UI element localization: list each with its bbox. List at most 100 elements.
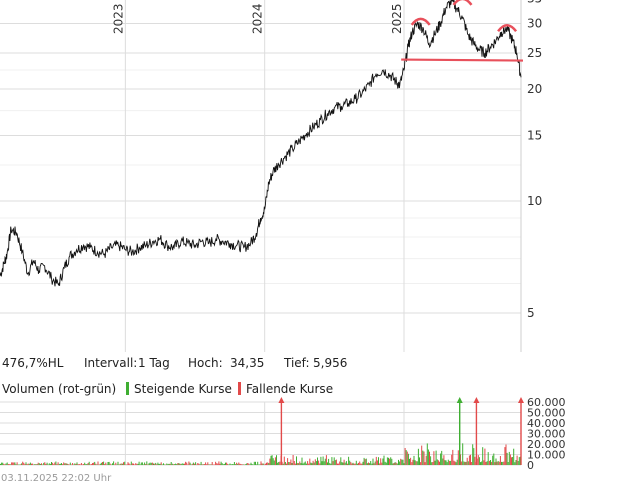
volume-bar xyxy=(411,462,413,465)
volume-bar xyxy=(495,458,497,465)
volume-bar xyxy=(370,461,372,465)
volume-bar xyxy=(396,463,398,465)
volume-bar xyxy=(317,457,318,465)
volume-bar xyxy=(211,462,213,465)
volume-bar xyxy=(79,464,81,465)
volume-bar xyxy=(46,462,48,465)
volume-bar xyxy=(321,461,323,465)
volume-bar xyxy=(288,462,290,465)
volume-bar xyxy=(74,463,76,465)
price-tick-label: 30 xyxy=(527,16,542,30)
volume-bar xyxy=(327,462,328,465)
footer-timestamp: 03.11.2025 22:02 Uhr xyxy=(1,473,112,483)
volume-bar xyxy=(126,464,128,465)
volume-bar xyxy=(96,464,98,465)
volume-bar xyxy=(515,460,517,465)
volume-bar xyxy=(188,461,190,465)
volume-bar xyxy=(294,463,296,465)
volume-bar xyxy=(245,464,246,465)
volume-bar xyxy=(382,458,384,465)
volume-bar xyxy=(99,463,101,465)
volume-bar xyxy=(505,444,507,465)
volume-bar xyxy=(401,459,403,465)
volume-bar xyxy=(414,460,416,465)
volume-bar xyxy=(320,456,322,465)
volume-bar xyxy=(200,461,202,465)
volume-bar xyxy=(319,463,321,465)
volume-bar xyxy=(202,464,204,465)
volume-bar xyxy=(513,448,515,465)
volume-bar xyxy=(358,462,359,465)
volume-bar xyxy=(395,462,397,465)
volume-bar xyxy=(359,461,361,465)
volume-bar xyxy=(389,458,391,465)
volume-bar xyxy=(480,462,481,465)
volume-bar xyxy=(322,456,324,465)
volume-bar xyxy=(297,463,299,465)
volume-bar xyxy=(78,464,80,465)
volume-bar xyxy=(0,463,1,465)
volume-bar xyxy=(354,463,356,465)
volume-bar xyxy=(287,458,289,465)
volume-bar xyxy=(65,463,67,465)
volume-bar xyxy=(518,457,520,465)
volume-bar xyxy=(511,457,512,465)
volume-bar xyxy=(107,462,109,465)
volume-bar xyxy=(383,455,385,465)
volume-bar xyxy=(356,463,358,465)
volume-bar xyxy=(85,464,87,465)
volume-bar xyxy=(486,461,488,465)
volume-bar xyxy=(127,462,129,465)
support-line xyxy=(401,58,524,62)
volume-bar xyxy=(305,463,307,465)
volume-bar xyxy=(213,464,215,465)
volume-bar xyxy=(420,462,422,465)
volume-bar xyxy=(272,458,274,465)
volume-bar xyxy=(488,460,490,465)
volume-bar xyxy=(194,463,195,465)
volume-bar xyxy=(425,455,427,465)
volume-bar xyxy=(233,462,235,465)
volume-bar xyxy=(83,464,85,465)
volume-bar xyxy=(231,464,233,465)
volume-bar xyxy=(98,464,100,465)
volume-bar xyxy=(348,456,350,465)
volume-bar xyxy=(11,462,13,465)
volume-bar xyxy=(465,461,467,465)
volume-bar xyxy=(491,461,493,465)
volume-bar xyxy=(432,462,434,465)
volume-bar xyxy=(93,462,95,465)
volume-bars xyxy=(0,443,521,465)
volume-bar xyxy=(143,464,144,465)
volume-bar xyxy=(289,462,291,465)
volume-bar xyxy=(195,462,197,465)
volume-bar xyxy=(504,447,506,465)
volume-bar xyxy=(134,464,136,465)
volume-bar xyxy=(261,463,263,465)
volume-bar xyxy=(31,463,32,465)
volume-bar xyxy=(430,456,432,465)
volume-bar xyxy=(179,463,181,465)
volume-bar xyxy=(309,458,311,465)
volume-bar xyxy=(108,461,110,465)
volume-bar xyxy=(228,464,230,465)
volume-tick-label: 0 xyxy=(527,459,534,472)
volume-bar xyxy=(73,464,75,465)
volume-bar xyxy=(82,464,83,465)
volume-bar xyxy=(452,449,454,465)
volume-bar xyxy=(28,463,30,465)
price-line xyxy=(0,0,522,287)
volume-bar xyxy=(90,464,92,465)
volume-bar xyxy=(516,455,518,465)
volume-bar xyxy=(302,463,304,465)
volume-bar xyxy=(249,464,251,465)
volume-bar xyxy=(86,464,88,465)
volume-bar xyxy=(431,462,433,465)
volume-bar xyxy=(150,462,152,465)
volume-bar xyxy=(498,461,500,465)
volume-bar xyxy=(44,462,46,465)
legend-down-swatch xyxy=(238,382,241,395)
volume-bar xyxy=(128,463,130,465)
volume-bar xyxy=(66,463,68,465)
volume-bar xyxy=(1,462,3,465)
